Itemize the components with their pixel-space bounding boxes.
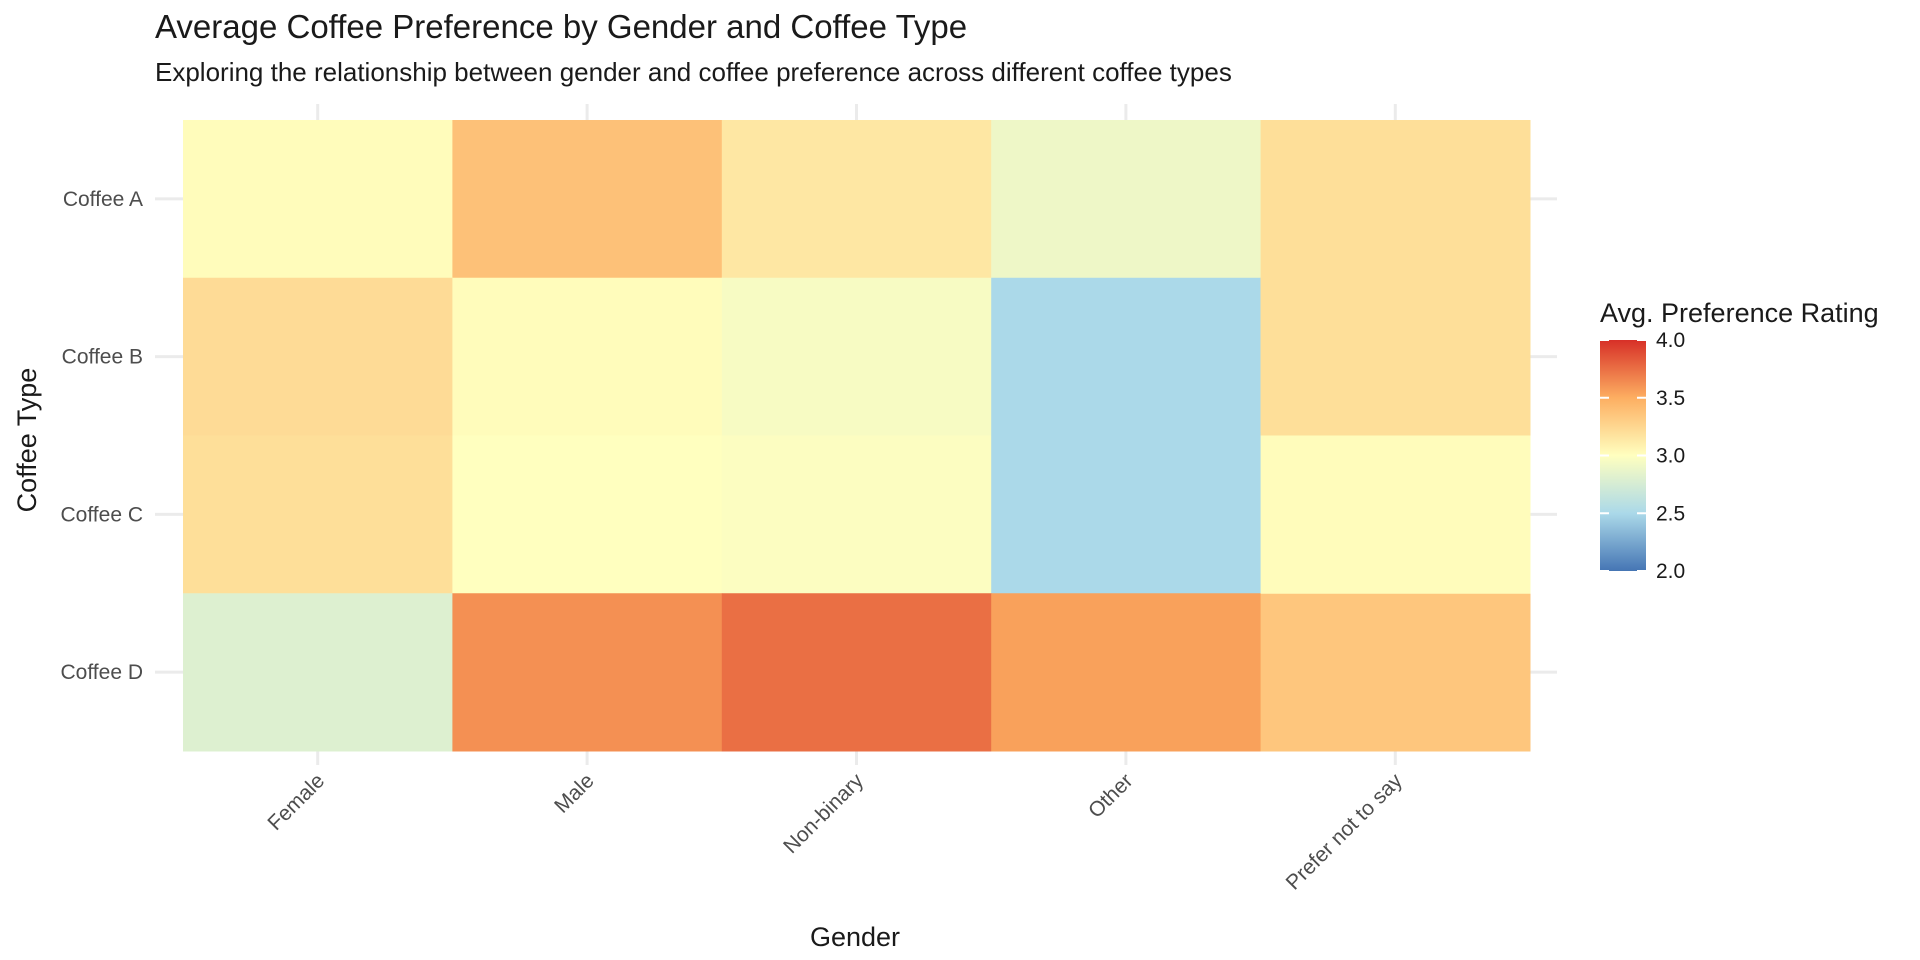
x-axis-ticks: Female Male Non-binary Other Prefer not to s… xyxy=(263,769,1407,895)
heatmap-cell xyxy=(991,120,1262,279)
y-tick-label: Coffee D xyxy=(61,661,144,684)
heatmap-cell xyxy=(183,120,453,279)
heatmap-cell xyxy=(183,593,453,752)
x-tick-label: Female xyxy=(263,769,329,835)
chart-subtitle: Exploring the relationship between gende… xyxy=(155,57,1232,87)
legend-label: 3.5 xyxy=(1656,387,1685,410)
legend-title: Avg. Preference Rating xyxy=(1600,298,1879,328)
legend-label: 2.5 xyxy=(1656,502,1685,525)
heatmap-cell xyxy=(721,593,992,752)
y-axis-title: Coffee Type xyxy=(12,368,42,513)
heatmap-cells xyxy=(183,120,1531,752)
heatmap-cell xyxy=(1260,277,1531,433)
x-axis-title: Gender xyxy=(810,922,900,952)
heatmap-cell xyxy=(991,277,1262,436)
y-axis-ticks: Coffee A Coffee B Coffee C Coffee D xyxy=(61,188,144,684)
heatmap-cell xyxy=(452,435,723,594)
x-tick-label: Male xyxy=(550,769,598,817)
color-legend: Avg. Preference Rating 4.0 3.5 3.0 2.5 2.0 xyxy=(1600,298,1879,583)
x-tick-label: Other xyxy=(1084,769,1137,822)
heatmap-cell xyxy=(452,593,723,752)
y-tick-label: Coffee B xyxy=(62,346,143,369)
legend-label: 4.0 xyxy=(1656,329,1685,352)
x-tick-label: Prefer not to say xyxy=(1282,769,1408,895)
y-tick-label: Coffee C xyxy=(61,503,144,526)
y-tick-label: Coffee A xyxy=(63,188,143,211)
chart-title: Average Coffee Preference by Gender and … xyxy=(155,8,968,45)
x-tick-label: Non-binary xyxy=(779,769,868,858)
heatmap-cell xyxy=(1260,120,1531,279)
heatmap-cell xyxy=(183,435,453,594)
heatmap-cell xyxy=(183,277,453,436)
heatmap-cell xyxy=(452,277,723,436)
heatmap-cell xyxy=(721,120,992,279)
heatmap-cell xyxy=(1260,593,1531,752)
heatmap-cell xyxy=(991,593,1262,752)
legend-label: 3.0 xyxy=(1656,445,1685,468)
legend-label: 2.0 xyxy=(1656,560,1685,583)
heatmap-cell xyxy=(1260,435,1531,594)
heatmap-cell xyxy=(452,120,723,279)
heatmap-cell xyxy=(721,435,992,594)
heatmap-cell xyxy=(991,435,1262,594)
heatmap-cell xyxy=(721,277,992,436)
